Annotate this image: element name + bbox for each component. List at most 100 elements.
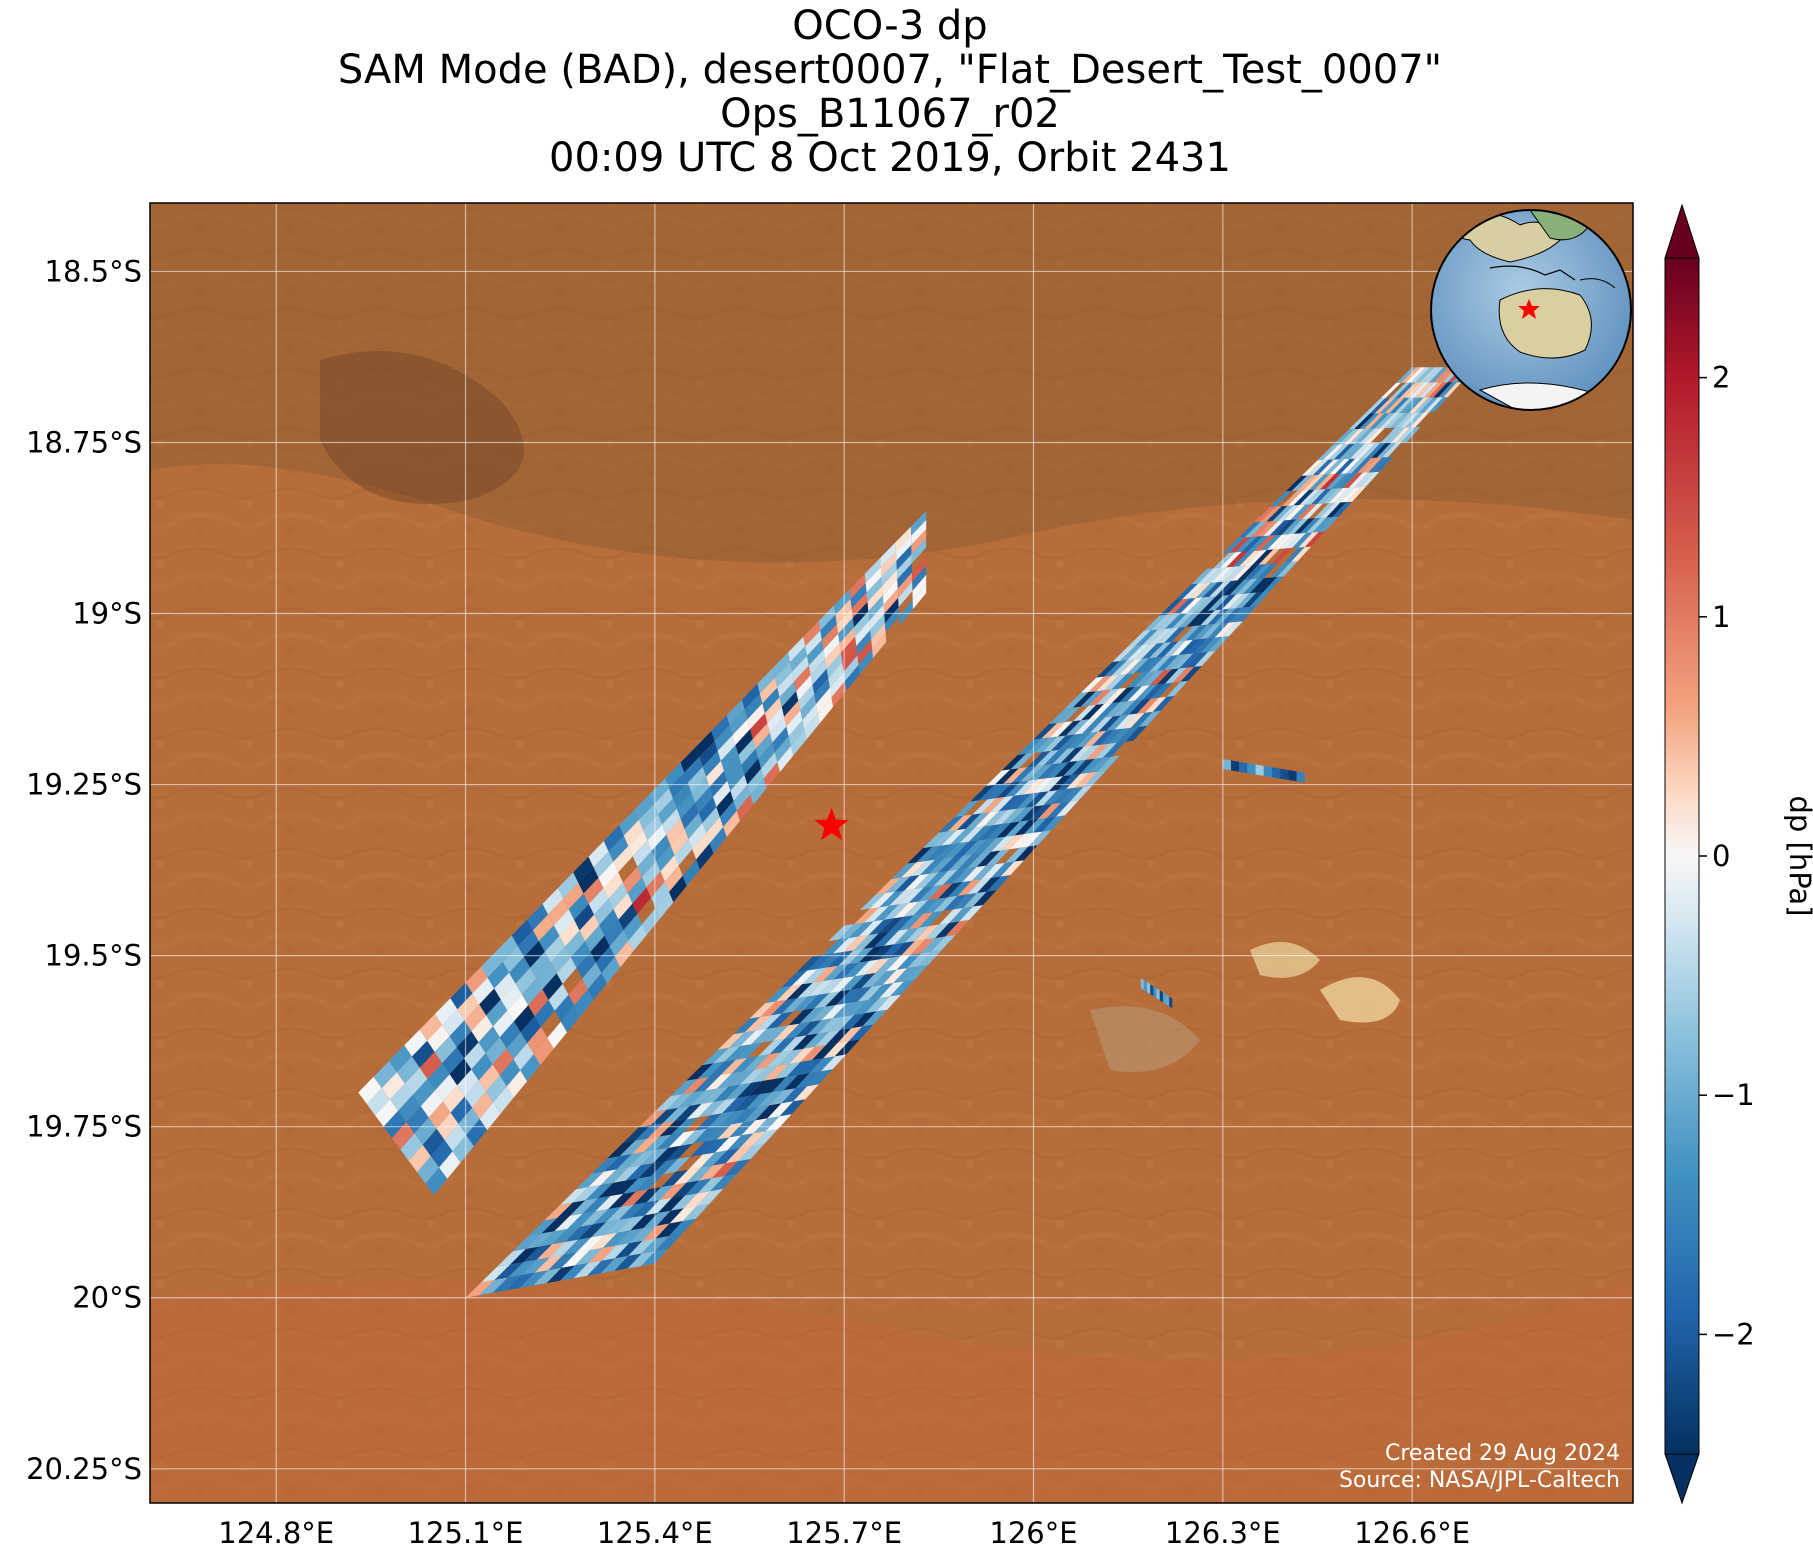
sounding-cell <box>883 902 909 920</box>
sounding-cell <box>650 1107 679 1126</box>
sounding-cell <box>828 924 855 941</box>
sounding-cell <box>719 800 737 827</box>
sounding-cell <box>872 969 897 987</box>
sounding-cell <box>485 1037 507 1065</box>
sounding-cell <box>996 781 1021 798</box>
sounding-cell <box>668 1130 696 1148</box>
sounding-cell <box>1305 489 1326 505</box>
sounding-cell <box>568 893 589 920</box>
sounding-cell <box>992 808 1017 826</box>
sounding-cell <box>871 623 886 649</box>
sounding-cell <box>1325 473 1347 489</box>
sounding-cell <box>1396 427 1416 443</box>
sounding-cell <box>1153 986 1157 999</box>
sounding-cell <box>724 1159 751 1177</box>
sounding-cell <box>933 869 958 887</box>
sounding-cell <box>425 1167 448 1196</box>
sounding-cell <box>864 558 881 584</box>
sounding-cell <box>710 1173 737 1192</box>
sounding-cell <box>1414 397 1434 413</box>
sounding-cell <box>767 1101 794 1119</box>
sounding-cell <box>716 1071 744 1089</box>
sounding-cell <box>613 846 633 873</box>
sounding-cell <box>1270 561 1291 578</box>
sounding-cell <box>759 677 778 704</box>
sounding-cell <box>479 988 501 1016</box>
sounding-cell <box>818 605 836 631</box>
sounding-cell <box>1337 472 1358 489</box>
sounding-cell <box>818 977 845 995</box>
sounding-cell <box>807 640 824 666</box>
sounding-cell <box>1130 711 1153 728</box>
sounding-cell <box>719 1109 746 1127</box>
sounding-cell <box>886 954 911 972</box>
sounding-cell <box>1113 700 1136 717</box>
sounding-cell <box>1156 654 1179 671</box>
sounding-cell <box>1443 382 1462 398</box>
sounding-cell <box>563 1237 592 1255</box>
sounding-cell <box>904 926 930 943</box>
sounding-cell <box>742 683 760 710</box>
sounding-cell <box>758 742 775 769</box>
sounding-cell <box>582 962 602 990</box>
sounding-cell <box>619 1138 648 1157</box>
sounding-cell <box>870 613 885 640</box>
sounding-cell <box>692 833 710 860</box>
sounding-cell <box>521 978 543 1006</box>
sounding-cell <box>499 1059 521 1087</box>
sounding-cell <box>1001 807 1026 824</box>
sounding-cell <box>660 855 679 882</box>
sounding-cell <box>570 1198 599 1216</box>
sounding-cell <box>740 1028 767 1046</box>
sounding-cell <box>865 996 891 1014</box>
sounding-cell <box>882 968 908 985</box>
sounding-cell <box>514 1005 535 1033</box>
sounding-cell <box>773 1023 800 1041</box>
sounding-cell <box>1252 549 1274 566</box>
sounding-cell <box>939 907 964 925</box>
sounding-cell <box>844 960 870 978</box>
sounding-cell <box>616 1228 644 1246</box>
sounding-cell <box>880 542 896 568</box>
sounding-cell <box>802 704 818 730</box>
sounding-cell <box>792 994 819 1012</box>
sounding-cell <box>820 614 837 640</box>
sounding-cell <box>1182 583 1205 600</box>
sounding-cell <box>754 1052 782 1070</box>
sounding-cell <box>599 909 619 936</box>
sounding-cell <box>848 1024 874 1042</box>
sounding-cell <box>583 877 604 904</box>
sounding-cell <box>859 945 885 963</box>
sounding-cell <box>973 890 997 907</box>
sounding-cell <box>760 999 787 1017</box>
sounding-cell <box>479 1277 509 1296</box>
sounding-cell <box>806 1018 833 1036</box>
sounding-cell <box>642 1223 670 1241</box>
sounding-cell <box>422 1128 445 1157</box>
sounding-cell <box>1009 832 1033 850</box>
sounding-cell <box>1047 801 1070 818</box>
sounding-cell <box>1424 367 1444 383</box>
sounding-cell <box>435 1074 458 1102</box>
sounding-cell <box>553 909 575 936</box>
sounding-cell <box>986 849 1010 866</box>
sounding-cell <box>858 648 873 675</box>
sounding-cell <box>729 1120 756 1138</box>
sounding-cell <box>1067 732 1091 749</box>
sounding-cell <box>1106 714 1129 731</box>
sounding-cell <box>486 999 508 1027</box>
sounding-cell <box>672 1180 699 1198</box>
sounding-cell <box>917 949 942 967</box>
sounding-cell <box>654 788 673 815</box>
sounding-cell <box>1328 487 1349 504</box>
sounding-cell <box>1364 428 1385 444</box>
sounding-cell <box>701 1086 729 1104</box>
sounding-cell <box>1134 657 1157 674</box>
sounding-cell <box>1291 475 1313 491</box>
sounding-cell <box>1281 519 1303 535</box>
sounding-cell <box>823 633 840 660</box>
sounding-cell <box>907 846 933 864</box>
sounding-cell <box>1029 764 1053 781</box>
sounding-cell <box>1096 674 1120 692</box>
sounding-cell <box>573 1260 602 1279</box>
